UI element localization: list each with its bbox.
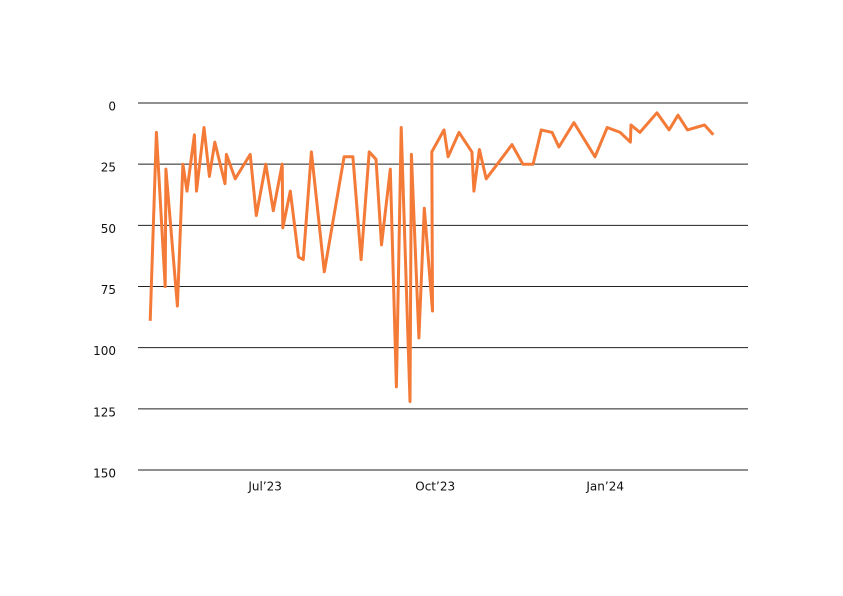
x-tick-label: Jan’24 bbox=[585, 480, 624, 494]
y-tick-label: 150 bbox=[93, 467, 116, 481]
y-tick-label: 50 bbox=[101, 222, 116, 236]
x-tick-label: Oct’23 bbox=[415, 480, 455, 494]
x-tick-label: Jul’23 bbox=[247, 480, 282, 494]
y-tick-label: 125 bbox=[93, 405, 116, 419]
y-tick-label: 0 bbox=[108, 100, 116, 114]
y-tick-label: 75 bbox=[101, 283, 116, 297]
y-tick-label: 25 bbox=[101, 161, 116, 175]
y-tick-label: 100 bbox=[93, 344, 116, 358]
data-line bbox=[148, 111, 715, 403]
